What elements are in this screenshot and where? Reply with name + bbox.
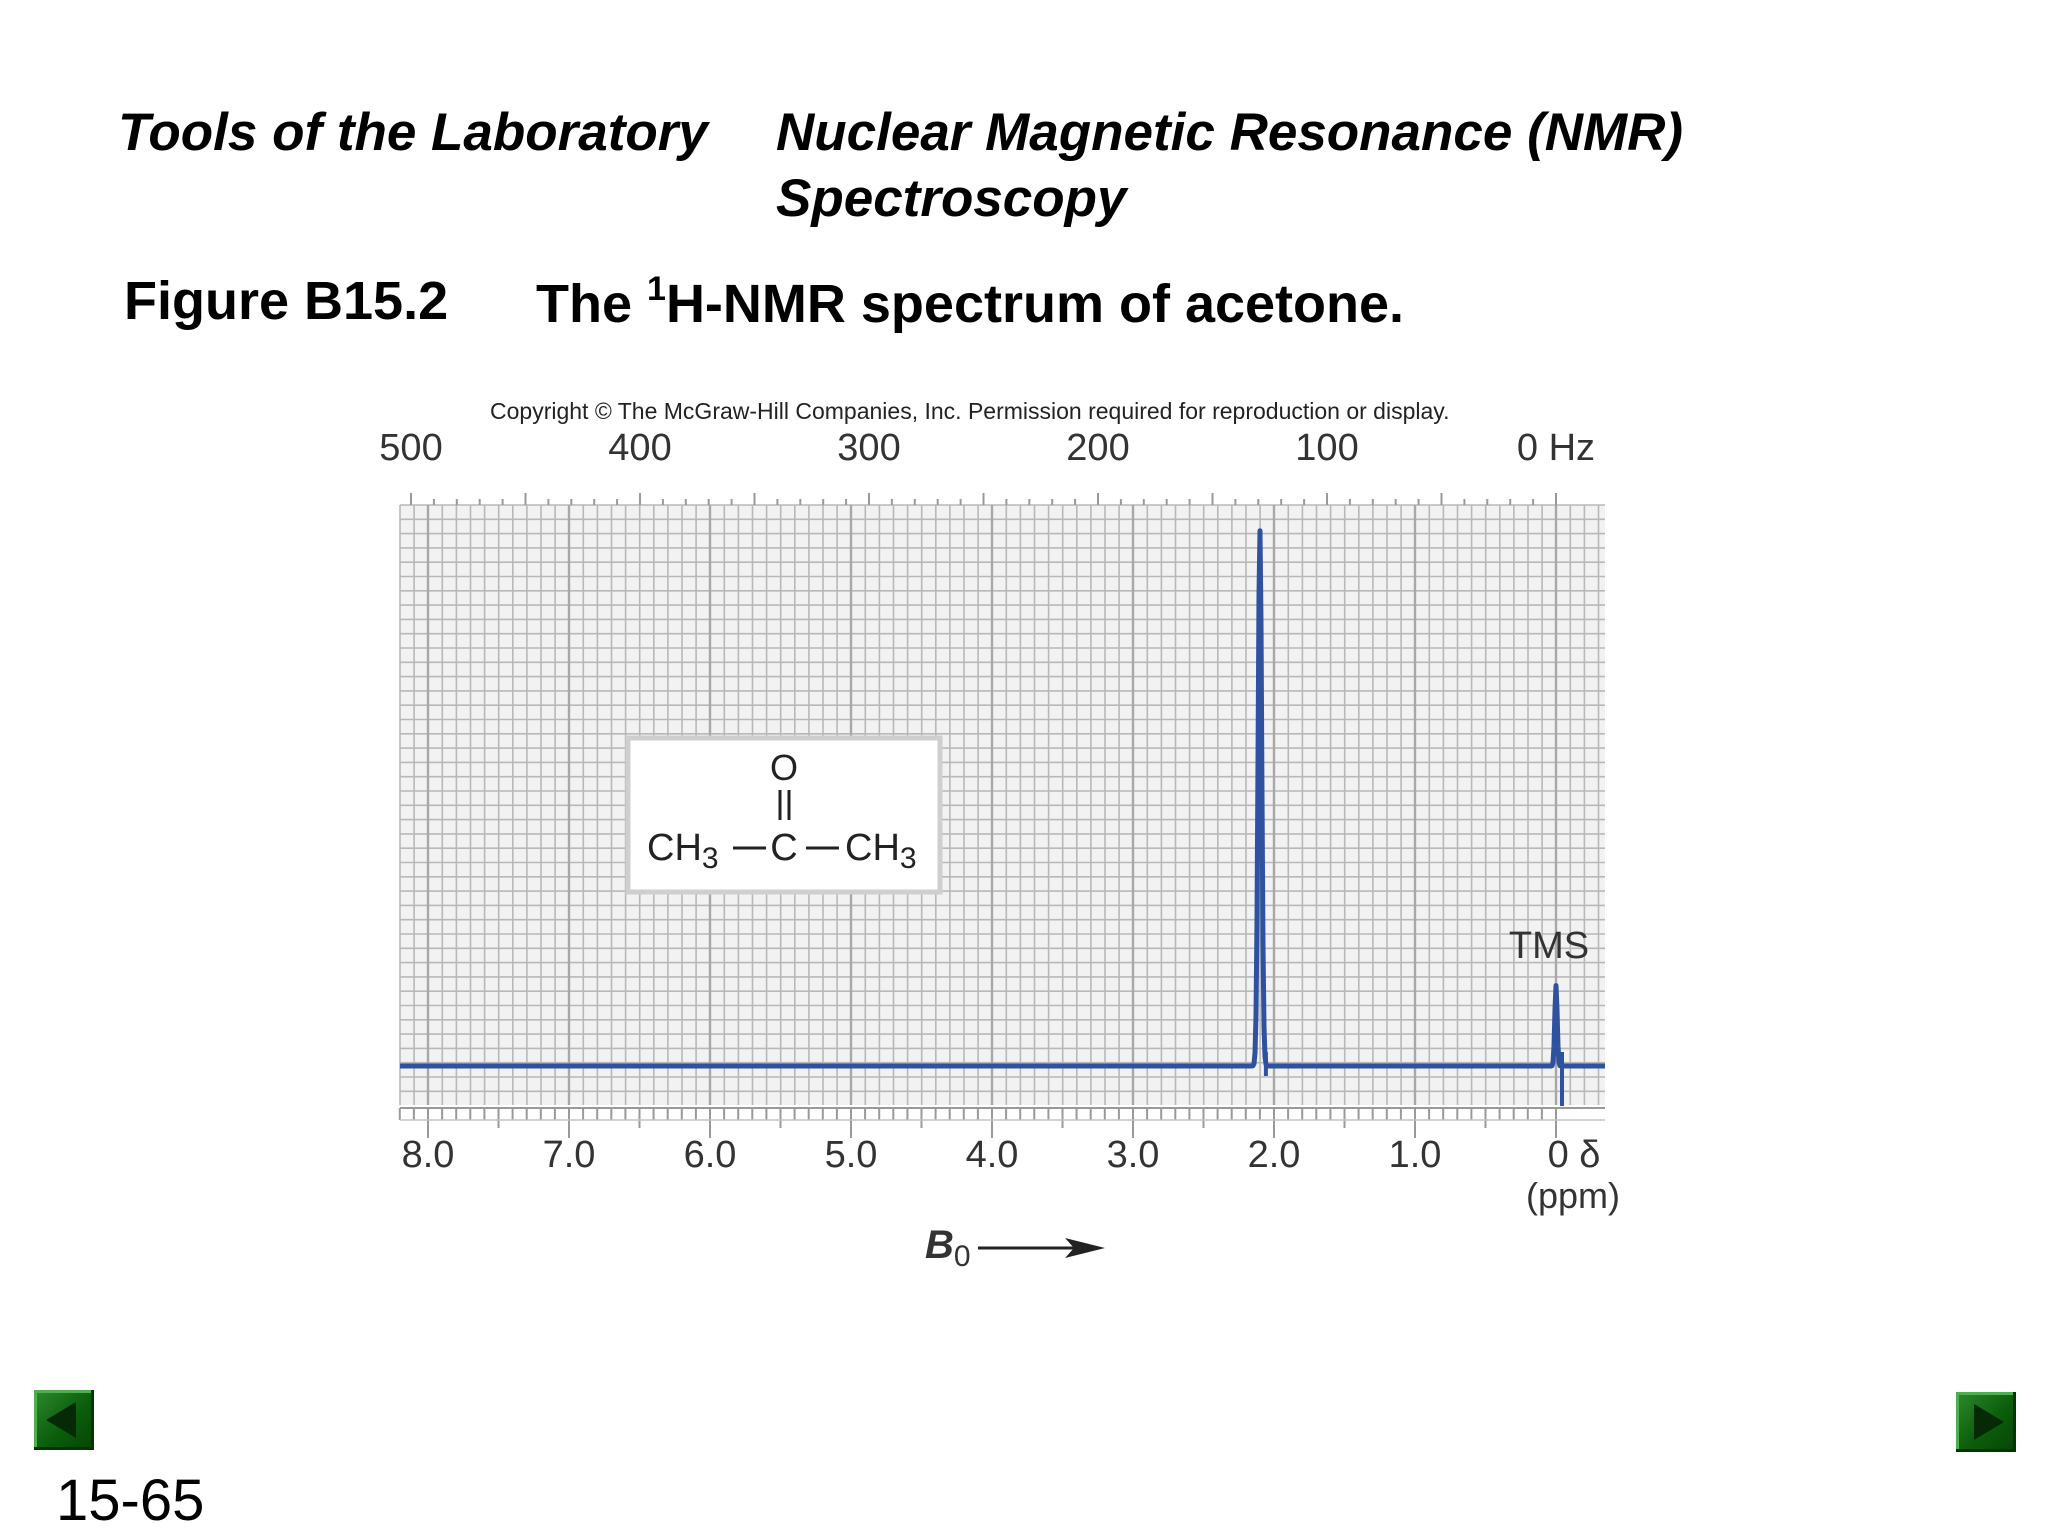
left-methyl-text: CH [647,827,702,869]
bottom-axis-tick-label: 1.0 [1389,1134,1442,1176]
header-title-line1: Nuclear Magnetic Resonance (NMR) [776,103,1684,162]
top-axis-tick-label: 200 [1066,427,1129,469]
field-label-subscript: 0 [954,1240,971,1273]
figure-caption: The 1H-NMR spectrum of acetone. [536,270,1404,335]
top-axis-tick-label: 100 [1295,427,1358,469]
bottom-axis-tick-label: 6.0 [684,1134,737,1176]
bottom-axis-tick-label: 7.0 [543,1134,596,1176]
next-slide-button[interactable] [1956,1392,2016,1452]
bottom-axis-tick-label: 8.0 [402,1134,455,1176]
structure-box [625,735,943,895]
caption-prefix: The [536,274,648,334]
caption-superscript: 1 [647,270,666,308]
top-axis-tick-label: 500 [379,427,442,469]
right-methyl: CH3 [845,827,917,875]
copyright-notice: Copyright © The McGraw-Hill Companies, I… [490,398,1450,424]
left-methyl: CH3 [647,827,719,875]
figure-label: Figure B15.2 [124,271,449,331]
top-axis-tick-label: 300 [837,427,900,469]
header-right-title: Nuclear Magnetic Resonance (NMR) Spectro… [776,100,1683,232]
top-axis: 500 400 300 200 100 0 Hz [379,427,1595,505]
structure-inset: O CH3 C CH3 [625,735,943,895]
field-arrow-head [1065,1238,1105,1258]
field-label: B0 [925,1223,971,1273]
spectrum-line [398,528,1607,1069]
field-direction-indicator: B0 [925,1223,1105,1273]
slide-number: 15-65 [56,1468,205,1533]
right-methyl-subscript: 3 [900,842,917,875]
header-left-title: Tools of the Laboratory [118,103,708,162]
caption-rest: H-NMR spectrum of acetone. [665,274,1405,334]
bottom-axis-tick-label: 4.0 [966,1134,1019,1176]
grid [399,504,1605,1105]
bottom-axis-tick-label: 2.0 [1248,1134,1301,1176]
left-arrow-icon [46,1402,76,1438]
right-arrow-icon [1974,1404,2004,1440]
bottom-axis: 8.0 7.0 6.0 5.0 4.0 3.0 2.0 1.0 0 δ [398,1107,1605,1176]
left-methyl-subscript: 3 [702,842,719,875]
header-title-line2: Spectroscopy [776,169,1127,228]
oxygen-atom: O [770,747,798,788]
bottom-axis-tick-label: 5.0 [825,1134,878,1176]
right-methyl-text: CH [845,827,900,869]
top-axis-tick-label: 0 Hz [1517,427,1595,469]
carbonyl-carbon: C [770,827,797,869]
ppm-unit-label: (ppm) [1526,1175,1620,1216]
bottom-axis-tick-label: 3.0 [1107,1134,1160,1176]
peak-marks [1263,1052,1564,1106]
previous-slide-button[interactable] [34,1390,94,1450]
top-axis-tick-label: 400 [608,427,671,469]
tms-label: TMS [1509,925,1589,967]
bottom-axis-tick-label: 0 δ [1548,1134,1601,1176]
field-label-text: B [925,1223,954,1267]
